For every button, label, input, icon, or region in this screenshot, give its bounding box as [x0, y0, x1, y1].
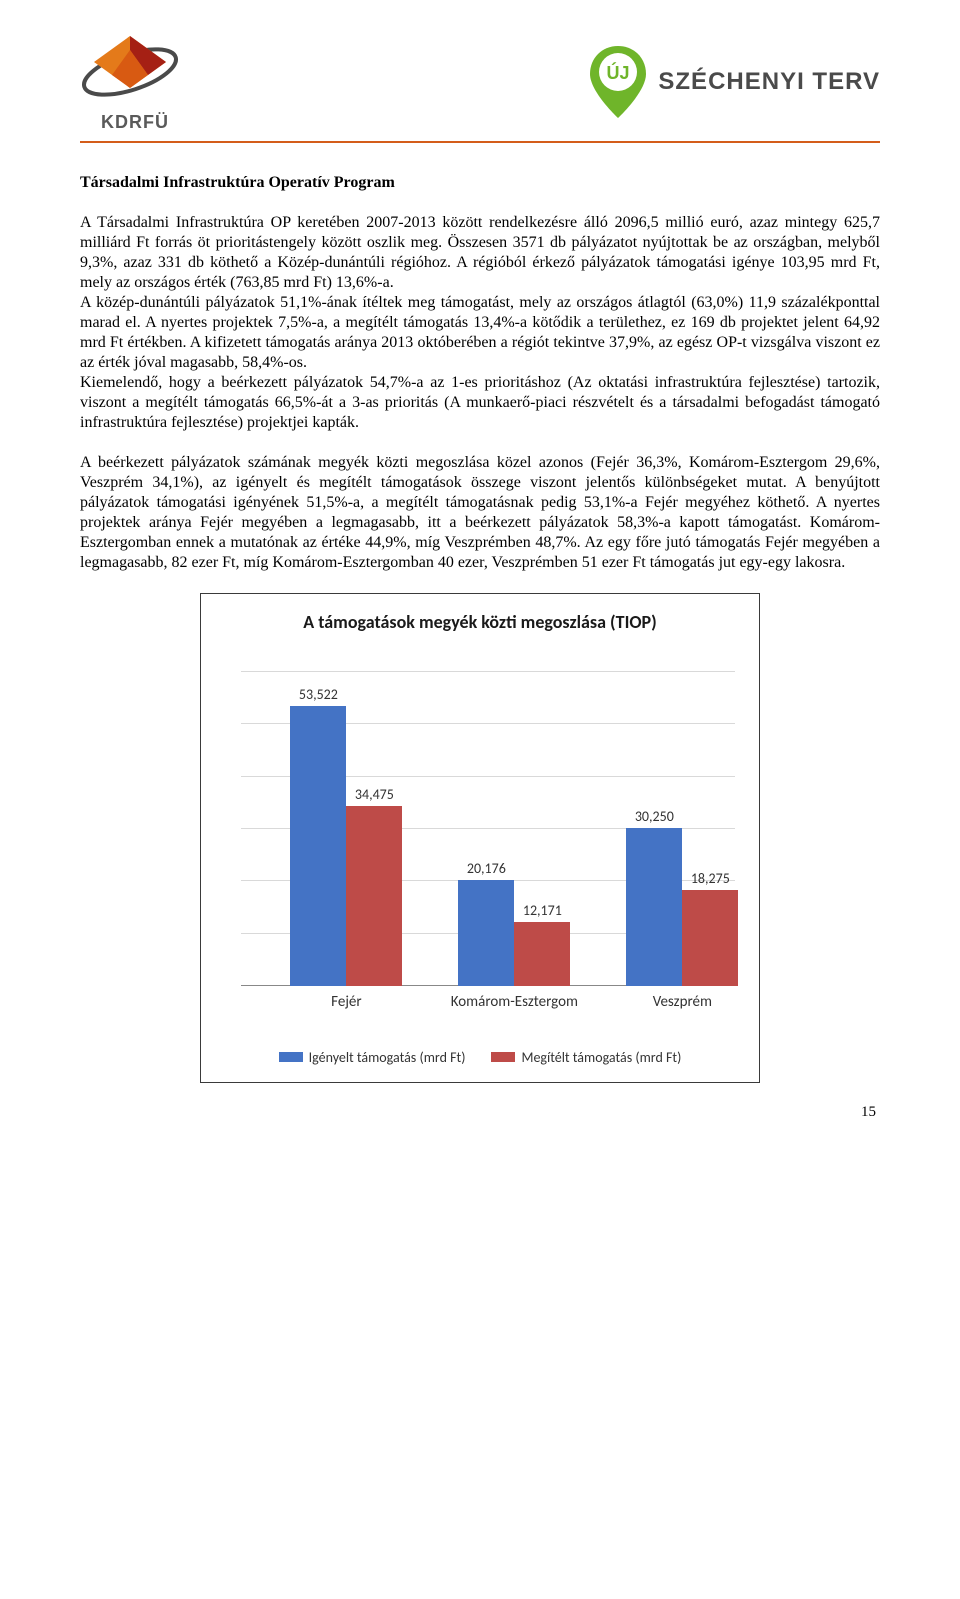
kdrfu-logo-icon — [80, 30, 190, 110]
chart-bar-label: 30,250 — [594, 808, 714, 826]
chart-plot-area: 53,52234,475Fejér20,17612,171Komárom-Esz… — [241, 674, 735, 986]
szechenyi-logo: ÚJ SZÉCHENYI TERV — [588, 44, 880, 120]
chart-bar-label: 12,171 — [482, 902, 602, 920]
chart-legend-label: Megítélt támogatás (mrd Ft) — [521, 1049, 681, 1067]
paragraph: A beérkezett pályázatok számának megyék … — [80, 453, 880, 573]
chart-container: A támogatások megyék közti megoszlása (T… — [80, 593, 880, 1083]
chart-bar-label: 20,176 — [426, 860, 546, 878]
chart-legend-label: Igényelt támogatás (mrd Ft) — [309, 1049, 466, 1067]
tiop-chart: A támogatások megyék közti megoszlása (T… — [200, 593, 760, 1083]
chart-bar: 12,171 — [514, 922, 570, 986]
chart-bar: 18,275 — [682, 890, 738, 986]
chart-legend-swatch — [491, 1052, 515, 1062]
kdrfu-logo: KDRFÜ — [80, 30, 190, 133]
chart-gridline — [241, 671, 735, 672]
page-header: KDRFÜ ÚJ SZÉCHENYI TERV — [80, 30, 880, 133]
chart-bar-group: 53,52234,475 — [290, 706, 402, 986]
chart-bar: 20,176 — [458, 880, 514, 986]
chart-bar-label: 18,275 — [650, 870, 770, 888]
chart-category-label: Komárom-Esztergom — [451, 993, 578, 1012]
kdrfu-logo-text: KDRFÜ — [101, 112, 169, 133]
uj-badge-icon: ÚJ — [588, 44, 648, 120]
chart-title: A támogatások megyék közti megoszlása (T… — [201, 594, 759, 640]
chart-category-label: Fejér — [331, 993, 361, 1012]
chart-bar: 34,475 — [346, 806, 402, 986]
uj-text: ÚJ — [607, 62, 630, 83]
page-number: 15 — [80, 1103, 880, 1122]
chart-legend-item: Megítélt támogatás (mrd Ft) — [491, 1049, 681, 1067]
chart-bar: 53,522 — [290, 706, 346, 986]
document-body: Társadalmi Infrastruktúra Operatív Progr… — [80, 173, 880, 1122]
section-title: Társadalmi Infrastruktúra Operatív Progr… — [80, 173, 880, 193]
header-rule — [80, 141, 880, 143]
paragraph: A Társadalmi Infrastruktúra OP keretében… — [80, 213, 880, 433]
chart-bar-label: 53,522 — [258, 686, 378, 704]
chart-legend-item: Igényelt támogatás (mrd Ft) — [279, 1049, 466, 1067]
chart-bar-group: 30,25018,275 — [626, 828, 738, 986]
chart-legend: Igényelt támogatás (mrd Ft) Megítélt támo… — [201, 1049, 759, 1067]
chart-legend-swatch — [279, 1052, 303, 1062]
szechenyi-text: SZÉCHENYI TERV — [658, 68, 880, 96]
chart-bar: 30,250 — [626, 828, 682, 986]
chart-category-label: Veszprém — [653, 993, 712, 1012]
chart-bar-group: 20,17612,171 — [458, 880, 570, 986]
chart-bar-label: 34,475 — [314, 786, 434, 804]
